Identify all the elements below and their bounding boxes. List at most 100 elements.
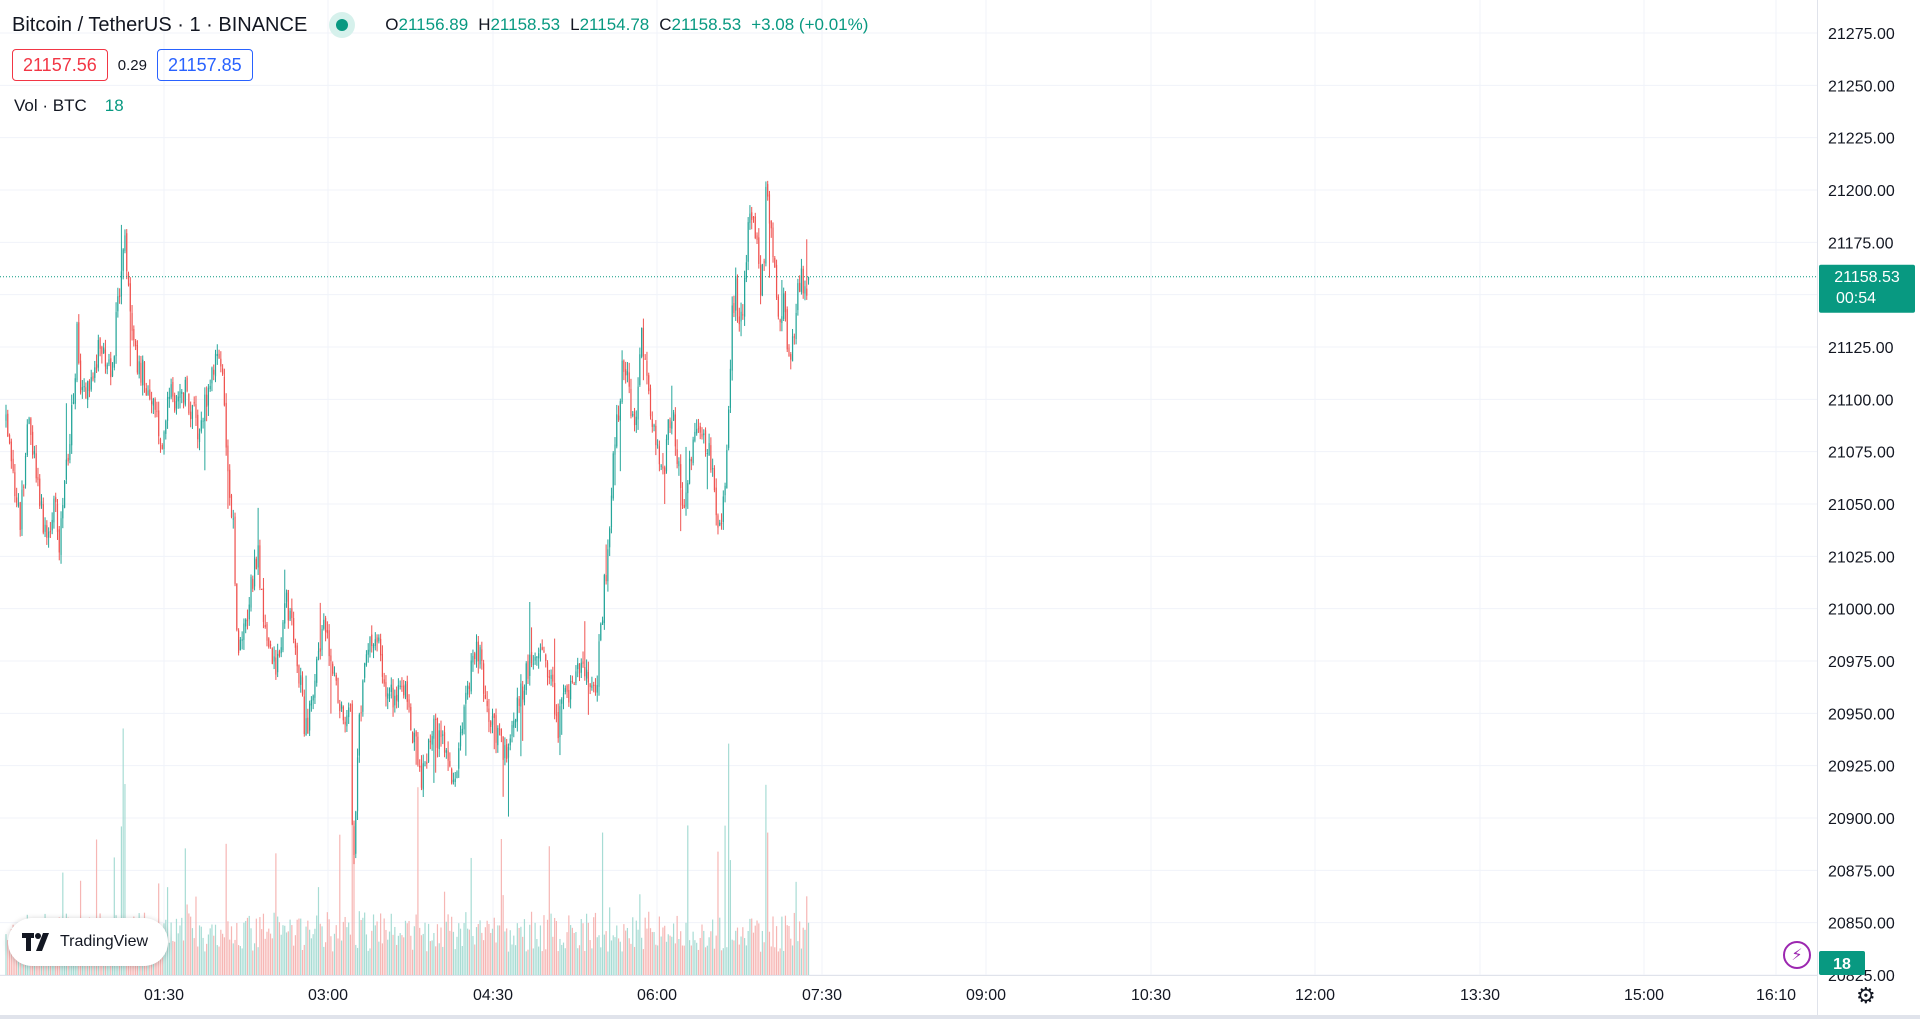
tradingview-logo[interactable]: TradingView [8,918,168,966]
candle-body [200,420,202,432]
candle-body [543,650,545,653]
volume-bar [275,853,277,975]
candle-body [172,381,174,397]
market-status-indicator[interactable] [329,12,356,38]
volume-bar [355,944,357,975]
volume-bar [420,935,423,975]
volume-bar [507,951,510,975]
candle-body [337,678,339,703]
candle-body [420,765,423,788]
volume-badge-value: 18 [1833,956,1851,973]
candle-body [788,347,790,356]
candle-body [51,519,53,531]
candle-body [289,610,291,620]
candle-body [495,715,497,743]
candle-body [520,683,522,707]
candle-body [758,237,760,264]
candle-body [195,404,197,418]
volume-bar [518,927,520,975]
candle-body [390,684,392,693]
time-axis: 01:30 03:00 04:30 06:00 07:30 09:00 10:30 12:00… [144,987,1796,1004]
candle-body [58,529,60,553]
volume-bar [580,919,582,975]
candle-body [475,641,478,662]
sell-price-button[interactable]: 21157.56 [12,49,108,81]
candle-body [213,369,215,375]
volume-bar [706,945,708,975]
lightning-bolt-icon[interactable]: ⚡ [1783,941,1811,969]
volume-bar [770,946,772,975]
candle-body [246,619,249,622]
candle-body [514,719,517,723]
candle-body [142,359,144,386]
candle-body [605,575,607,582]
candle-body [637,386,639,420]
volume-bar [509,930,511,975]
candle-body [687,483,689,494]
candle-body [298,665,300,684]
volume-bar [541,951,543,975]
candle-body [248,604,250,620]
candle-body [28,418,30,424]
candle-body [708,443,710,456]
candle-body [239,639,241,651]
candle-body [328,630,330,657]
volume-bar [243,922,245,975]
candle-body [570,681,572,700]
volume-bar [5,934,7,975]
candle-body [800,268,803,292]
candle-body [149,389,151,400]
volume-legend[interactable]: Vol · BTC 18 [14,96,124,116]
volume-bar [314,928,316,975]
candle-body [156,410,158,412]
volume-bar [664,925,666,975]
candle-body [731,305,733,371]
volume-bar [319,923,321,975]
volume-bar [797,941,799,975]
volume-bar [310,938,312,975]
volume-bar [756,920,758,975]
volume-bar [438,943,440,975]
volume-bar [736,927,739,975]
volume-bar [190,916,192,975]
buy-price-button[interactable]: 21157.85 [156,49,253,81]
candle-body [555,714,558,716]
volume-bar [657,945,659,975]
gear-icon[interactable]: ⚙ [1856,983,1876,1008]
volume-bar [784,915,787,975]
volume-bar [807,922,810,975]
candle-body [245,619,247,627]
candle-body [649,388,652,417]
candle-body [394,695,396,706]
volume-bar [498,925,501,975]
volume-bar [536,938,538,975]
bottom-strip [0,1015,1920,1019]
volume-bar [774,947,776,975]
logo-text: TradingView [60,933,149,950]
candle-body [380,638,382,656]
candle-body [372,645,375,649]
volume-bar [623,924,625,975]
candle-body [253,557,256,587]
volume-bar [607,951,609,975]
candle-body [690,459,692,462]
candle-body [481,649,483,661]
y-tick-label: 21175.00 [1828,235,1894,252]
symbol-title[interactable]: Bitcoin / TetherUS · 1 · BINANCE [12,13,308,36]
volume-bar [783,950,785,975]
candle-body [719,522,721,526]
candle-body [396,694,398,701]
y-tick-label: 20875.00 [1828,863,1895,880]
candle-body [63,481,66,508]
volume-bar [490,932,492,975]
volume-bar [349,934,352,975]
market-open-dot-icon [336,19,349,31]
candle-body [738,316,740,325]
candle-body [772,227,774,258]
candle-body [756,235,758,241]
candle-body [174,395,176,411]
volume-bar [436,924,439,975]
volume-bar [751,918,753,975]
volume-bar [170,922,172,975]
